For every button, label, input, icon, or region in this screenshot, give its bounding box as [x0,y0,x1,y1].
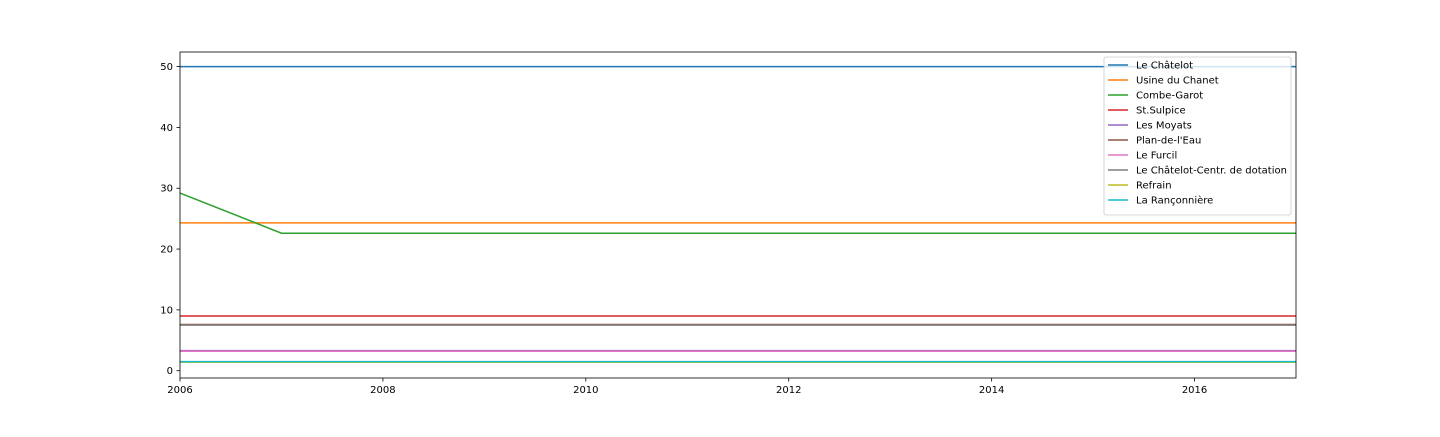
y-tick-label-2: 20 [160,245,173,256]
y-tick-label-5: 50 [160,62,173,73]
x-tick-label-4: 2014 [979,385,1004,396]
legend-label-1: Usine du Chanet [1136,76,1219,87]
legend-label-0: Le Châtelot [1136,60,1193,72]
y-tick-label-4: 40 [160,123,173,134]
y-tick-label-1: 10 [160,305,173,316]
legend-label-7: Le Châtelot-Centr. de dotation [1136,165,1287,177]
x-tick-label-0: 2006 [167,385,192,396]
x-axis: 2006 2008 2010 2012 2014 2016 [167,378,1207,396]
legend-label-4: Les Moyats [1136,121,1192,132]
legend-label-8: Refrain [1136,181,1172,192]
legend: Le Châtelot Usine du Chanet Combe-Garot St.… [1103,56,1292,216]
x-tick-label-1: 2008 [370,385,395,396]
y-tick-label-3: 30 [160,184,173,195]
x-tick-label-2: 2010 [573,385,598,396]
x-tick-label-3: 2012 [776,385,801,396]
y-tick-label-0: 0 [167,366,173,377]
legend-label-9: La Rançonnière [1136,195,1213,207]
series-line-2 [179,192,1296,234]
legend-label-6: Le Furcil [1136,151,1177,162]
series-layer [179,65,1296,363]
x-tick-label-5: 2016 [1182,385,1207,396]
legend-label-3: St.Sulpice [1136,106,1186,117]
legend-label-2: Combe-Garot [1136,91,1203,102]
legend-box [1103,56,1292,216]
legend-label-5: Plan-de-l'Eau [1136,136,1201,147]
plot-area-frame [179,51,1297,379]
y-axis: 0 10 20 30 40 50 [160,62,180,377]
